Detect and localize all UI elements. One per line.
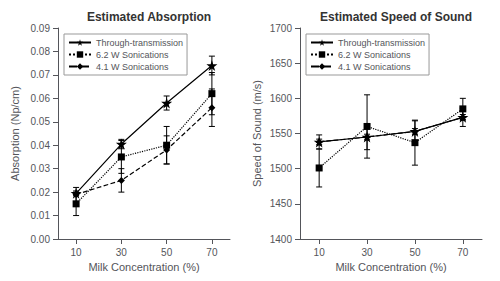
svg-text:Through-transmission: Through-transmission — [96, 38, 183, 48]
svg-text:10: 10 — [71, 247, 83, 258]
svg-text:0.01: 0.01 — [31, 210, 51, 221]
svg-text:1550: 1550 — [270, 128, 293, 139]
svg-text:1500: 1500 — [270, 163, 293, 174]
svg-text:Speed of Sound (m/s): Speed of Sound (m/s) — [251, 80, 263, 187]
svg-text:1450: 1450 — [270, 198, 293, 209]
svg-text:30: 30 — [116, 247, 128, 258]
svg-text:Through-transmission: Through-transmission — [338, 38, 425, 48]
svg-text:0.03: 0.03 — [31, 163, 51, 174]
svg-text:1700: 1700 — [270, 23, 293, 34]
svg-text:0.06: 0.06 — [31, 93, 51, 104]
svg-text:1400: 1400 — [270, 234, 293, 245]
svg-text:Milk Concentration (%): Milk Concentration (%) — [88, 261, 199, 273]
svg-text:Estimated Absorption: Estimated Absorption — [87, 10, 211, 24]
svg-text:10: 10 — [314, 247, 326, 258]
svg-text:0.00: 0.00 — [31, 234, 51, 245]
svg-text:70: 70 — [457, 247, 469, 258]
svg-text:50: 50 — [161, 247, 173, 258]
svg-text:0.05: 0.05 — [31, 116, 51, 127]
svg-text:0.04: 0.04 — [31, 140, 51, 151]
svg-text:70: 70 — [206, 247, 218, 258]
svg-text:0.08: 0.08 — [31, 46, 51, 57]
svg-text:1650: 1650 — [270, 58, 293, 69]
svg-text:4.1 W Sonications: 4.1 W Sonications — [96, 62, 169, 72]
svg-text:Milk Concentration (%): Milk Concentration (%) — [335, 261, 446, 273]
svg-text:0.07: 0.07 — [31, 69, 51, 80]
svg-text:Absorption (Np/cm): Absorption (Np/cm) — [9, 86, 21, 181]
svg-text:1600: 1600 — [270, 93, 293, 104]
svg-text:0.09: 0.09 — [31, 23, 51, 34]
svg-text:Estimated Speed of Sound: Estimated Speed of Sound — [320, 10, 472, 24]
svg-text:0.02: 0.02 — [31, 187, 51, 198]
svg-text:6.2 W Sonications: 6.2 W Sonications — [96, 50, 169, 60]
svg-text:30: 30 — [361, 247, 373, 258]
svg-text:4.1 W Sonications: 4.1 W Sonications — [338, 62, 411, 72]
svg-text:6.2 W Sonications: 6.2 W Sonications — [338, 50, 411, 60]
svg-text:50: 50 — [409, 247, 421, 258]
